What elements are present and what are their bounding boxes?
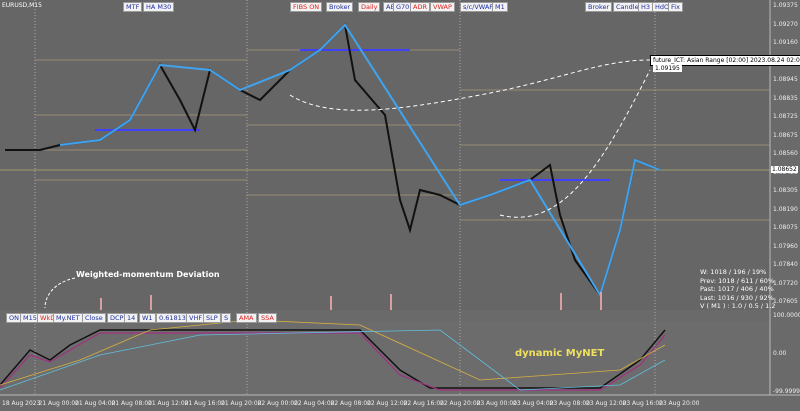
indicator-button[interactable]: AMA [236, 313, 257, 323]
toolbar-button[interactable]: Broker [326, 2, 354, 12]
toolbar-button[interactable]: HA M30 [143, 2, 175, 12]
stats-line: Past: 1017 / 406 / 40% [700, 285, 774, 293]
time-label: 21 Aug 04:00 [75, 400, 116, 407]
indicator-label: 0.00 [773, 350, 787, 357]
time-label: 23 Aug 00:00 [476, 400, 517, 407]
price-label: 1.08305 [773, 187, 798, 194]
level-lines [0, 49, 770, 221]
toolbar-button[interactable]: FIBS ON [290, 2, 323, 12]
indicator-button[interactable]: W1 [139, 313, 156, 323]
stats-line: W: 1018 / 196 / 19% [700, 268, 767, 276]
price-label: 1.08675 [773, 131, 798, 139]
price-label: 1.09160 [773, 39, 798, 46]
indicator-button[interactable]: SLP [203, 313, 221, 323]
toolbar-button[interactable]: s/c/VWAP [460, 2, 497, 12]
current-price: 1.08652 [771, 166, 798, 173]
time-label: 23 Aug 04:00 [513, 400, 554, 407]
indicator-label: -99.9999 [773, 388, 800, 395]
time-label: 21 Aug 12:00 [148, 400, 189, 407]
tooltip: future_ICT: Asian Range [02:00] 2023.08.… [650, 55, 800, 66]
toolbar-button[interactable]: VWAP [430, 2, 455, 12]
ama-line [0, 319, 666, 386]
arrow [499, 69, 651, 218]
price-label: 1.07605 [773, 298, 798, 305]
volume-bars [100, 292, 602, 310]
price-label: 1.08725 [773, 113, 798, 120]
time-label: 21 Aug 20:00 [221, 400, 262, 407]
time-label: 23 Aug 16:00 [622, 400, 663, 407]
time-label: 23 Aug 08:00 [549, 400, 590, 407]
mynet-signal [0, 332, 666, 391]
time-label: 22 Aug 00:00 [257, 400, 298, 407]
indicator-button[interactable]: SSA [258, 313, 277, 323]
price-label: 1.07840 [773, 261, 798, 268]
symbol-label: EURUSD,M15 [2, 2, 42, 9]
price-label: 1.09270 [773, 20, 798, 28]
time-label: 22 Aug 04:00 [294, 400, 335, 407]
toolbar-button[interactable]: ADR [410, 2, 430, 12]
stats-line: Prev: 1018 / 611 / 60% [700, 276, 775, 285]
indicator-button[interactable]: Close [82, 313, 106, 323]
mynet-line [0, 329, 666, 389]
heiken-ashi [59, 23, 661, 298]
time-label: 22 Aug 12:00 [367, 400, 408, 407]
time-label: 21 Aug 16:00 [184, 400, 225, 407]
tooltip-price: 1.09195 [653, 65, 682, 72]
price-label: 1.08945 [773, 76, 798, 83]
time-label: 22 Aug 16:00 [403, 400, 444, 407]
indicator-button[interactable]: My.NET [53, 313, 83, 323]
ssa-line [0, 329, 666, 391]
price-label: 1.08835 [773, 94, 798, 102]
toolbar-button[interactable]: Daily [358, 2, 381, 12]
time-label: 23 Aug 12:00 [586, 400, 627, 407]
arrow [44, 277, 76, 309]
annotation: dynamic MyNET [515, 348, 605, 359]
time-label: 18 Aug 2023 [2, 400, 41, 407]
price-label: 1.07720 [773, 279, 798, 287]
main-pane [0, 0, 770, 310]
price-label: 1.09375 [773, 2, 798, 9]
price-label: 1.08190 [773, 205, 798, 213]
time-label: 22 Aug 20:00 [440, 400, 481, 407]
price-label: 1.07960 [773, 242, 798, 250]
toolbar-button[interactable]: H3 [638, 2, 654, 12]
indicator-label: 100.0000 [773, 312, 800, 319]
time-label: 23 Aug 20:00 [659, 400, 700, 407]
time-label: 22 Aug 08:00 [330, 400, 371, 407]
price-label: 1.08560 [773, 150, 798, 157]
stats-line: V ( M1 ) : 1.0 / 0.5 / 1.2 [700, 302, 776, 310]
indicator-button[interactable]: S [221, 313, 232, 323]
toolbar-button[interactable]: Broker [585, 2, 613, 12]
toolbar-button[interactable]: Fix [668, 2, 683, 12]
indicator-button[interactable]: 14 [124, 313, 139, 323]
time-label: 21 Aug 00:00 [38, 400, 79, 407]
toolbar-button[interactable]: M1 [492, 2, 508, 12]
toolbar-button[interactable]: MTF [123, 2, 143, 12]
price-label: 1.08075 [773, 224, 798, 231]
annotation: Weighted-momentum Deviation [76, 270, 220, 279]
stats-line: Last: 1016 / 930 / 92% [700, 293, 774, 302]
time-label: 21 Aug 08:00 [111, 400, 152, 407]
